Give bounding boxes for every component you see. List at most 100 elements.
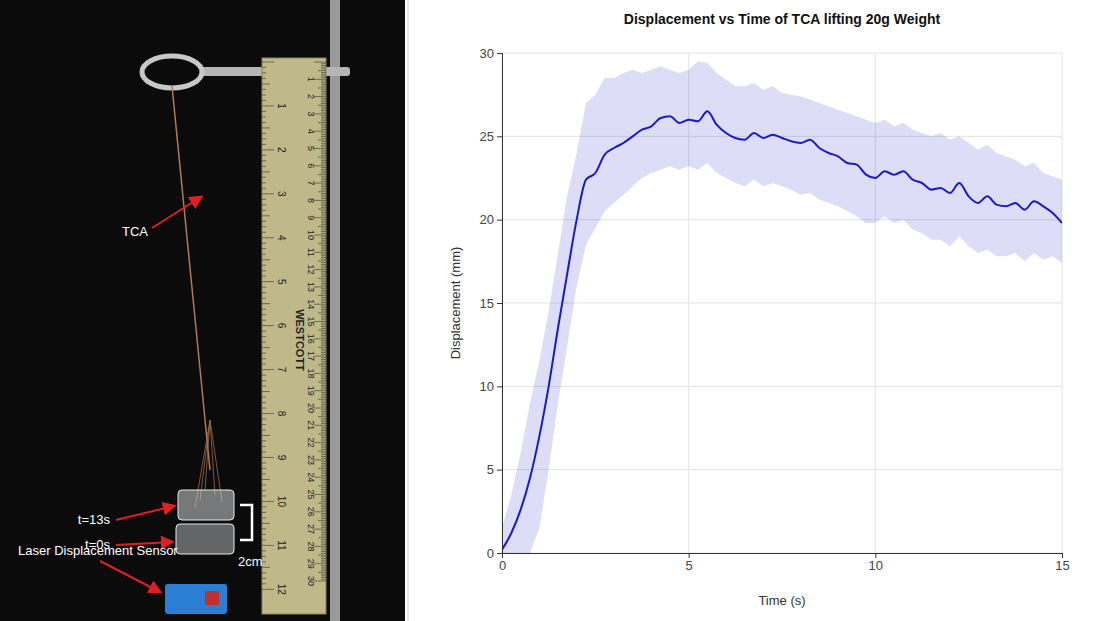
ruler-tick [321,463,326,464]
y-axis: 051015202530 [480,46,503,561]
ruler-tick [321,452,326,453]
photo-background [0,0,405,621]
ruler-tick [321,184,326,185]
ruler-tick [321,155,326,156]
ruler-cm-label: 1 [306,77,316,82]
ruler-tick [321,160,326,161]
ruler-tick [321,568,326,569]
ruler-tick [321,404,326,405]
ruler-tick [321,77,326,78]
ruler-tick [321,124,326,125]
ruler-tick [321,478,326,479]
ruler-cm-label: 26 [306,507,316,517]
ruler-tick [321,561,326,562]
ruler-cm-label: 16 [306,334,316,344]
tick-label: 30 [480,46,494,61]
ruler-tick [321,342,326,343]
ruler-tick [321,228,326,229]
ruler-tick [262,572,266,573]
ruler-tick [321,262,326,263]
tick: 5 [487,462,502,477]
ruler-tick [321,74,326,75]
annotation-label: Laser Displacement Sensor [18,543,178,558]
ruler-tick [321,388,326,389]
ruler-tick [318,312,326,313]
ruler-tick [321,91,326,92]
ruler-tick [262,303,270,304]
ruler-tick [321,472,326,473]
ruler-tick [262,62,274,63]
ruler-tick [321,150,326,151]
ruler-tick [321,164,326,165]
ruler-tick [262,430,266,431]
ruler-cm-label: 22 [306,438,316,448]
ruler-cm-label: 29 [306,559,316,569]
ruler-tick [321,248,326,249]
ruler-tick [321,542,326,543]
ruler-tick [321,575,326,576]
x-axis: 051015 [499,553,1070,573]
ruler-tick [321,266,326,267]
ruler-cm-label: 28 [306,541,316,551]
x-axis-title: Time (s) [758,593,805,608]
ruler-tick [321,513,326,514]
ruler-tick [321,115,326,116]
ruler-tick [262,583,266,584]
tick-mark [497,220,502,221]
axis-line [497,54,503,554]
ruler-tick [318,122,326,123]
ruler-tick [262,116,266,117]
ruler-tick [262,314,266,315]
ruler-tick [321,324,326,325]
stand-rod [330,0,340,621]
ruler-tick [321,285,326,286]
ruler-tick [321,530,326,531]
ruler-tick [321,397,326,398]
ruler-tick [321,489,326,490]
ruler-tick [262,358,266,359]
ruler-inch-label: 12 [276,584,287,596]
ruler-inch-label: 8 [276,411,287,417]
ruler-tick [262,451,266,452]
ruler-tick [321,143,326,144]
ruler-tick [262,386,266,387]
ruler-cm-label: 24 [306,472,316,482]
chart-panel: Displacement vs Time of TCA lifting 20g … [448,11,1070,608]
ruler-tick [321,368,326,369]
ruler-tick [321,560,326,561]
ruler-tick [262,561,266,562]
ruler-tick [321,198,326,199]
ruler-inch-label: 7 [276,367,287,373]
ruler-tick [321,420,326,421]
annotation-label: t=13s [78,512,111,527]
ruler-tick [321,446,326,447]
ruler-tick [321,84,326,85]
line [502,111,1062,549]
ruler-tick [321,406,326,407]
ruler-tick [321,145,326,146]
ruler-tick [262,336,266,337]
tick: 15 [1055,553,1069,573]
ruler-tick [321,487,326,488]
annotation-arrow [100,561,160,592]
ruler-tick [321,369,326,370]
ruler-tick [321,196,326,197]
annotation-label: 2cm [238,554,263,569]
ruler-inch-label: 1 [276,103,287,109]
ruler-tick [321,518,326,519]
ruler-tick [262,204,266,205]
ruler-tick [321,499,326,500]
ruler-tick [321,257,326,258]
ruler-tick [262,462,266,463]
ruler-tick [262,578,266,579]
y-axis-title: Displacement (mm) [448,247,463,360]
ruler-tick [321,544,326,545]
ruler-tick [262,144,266,145]
annotation-arrow [152,197,201,228]
ruler-tick [321,273,326,274]
ruler-tick [321,103,326,104]
ruler-tick [262,160,266,161]
ruler-inch-label: 5 [276,279,287,285]
ruler-cm-label: 10 [306,230,316,240]
ruler-tick [321,402,326,403]
